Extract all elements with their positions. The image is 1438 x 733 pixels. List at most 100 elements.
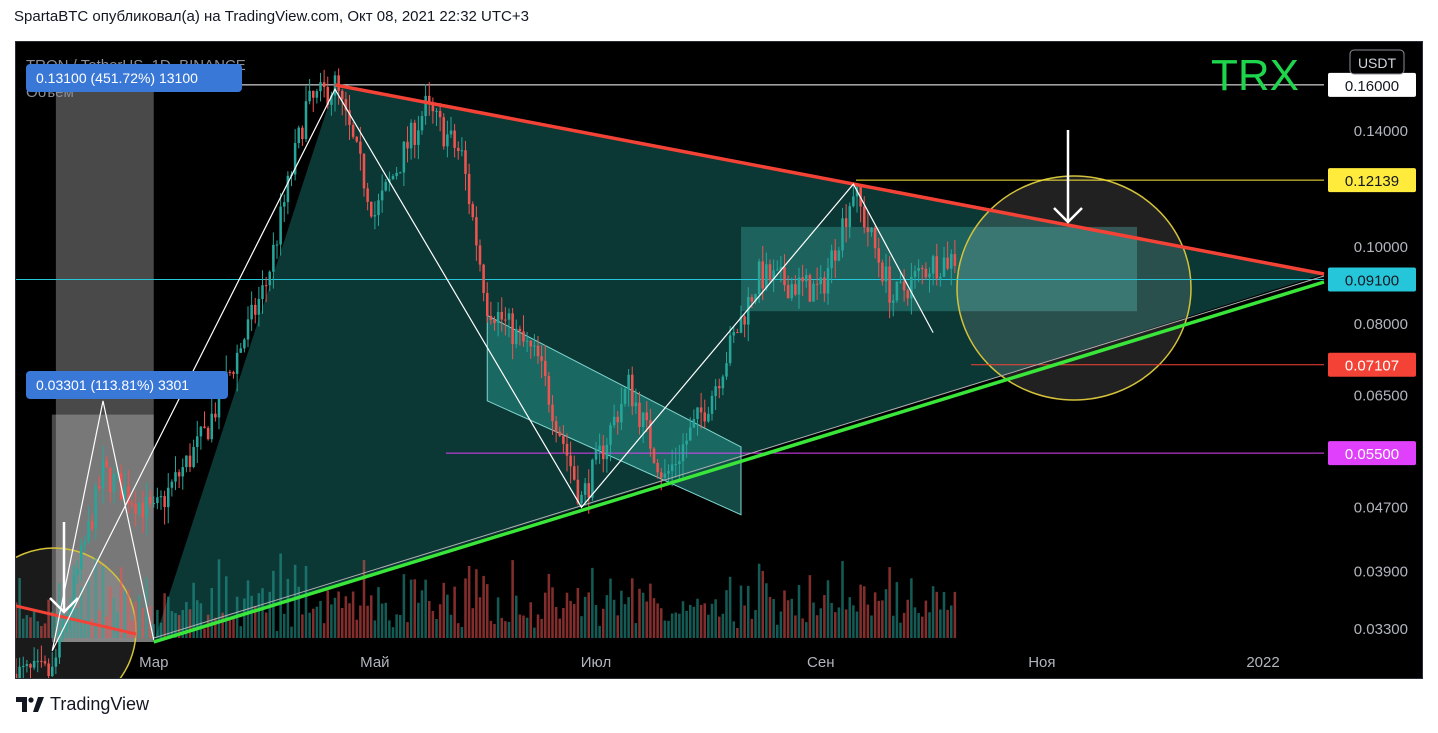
candle-body: [243, 339, 246, 349]
candle-body: [29, 664, 32, 668]
candle-body: [21, 665, 25, 667]
candle-body: [609, 425, 612, 445]
volume-bar: [424, 579, 427, 638]
candle-body: [163, 496, 166, 508]
volume-bar: [529, 602, 533, 638]
volume-bar: [736, 628, 739, 638]
measure-label-1: 0.03301 (113.81%) 3301: [36, 377, 189, 393]
candle-body: [36, 660, 40, 662]
x-tick-3: Сен: [807, 654, 834, 671]
candle-body: [40, 660, 43, 662]
volume-bar: [823, 595, 826, 638]
candle-body: [870, 227, 873, 233]
volume-bar: [380, 603, 384, 638]
candle-body: [380, 190, 384, 201]
candle-body: [500, 311, 504, 320]
candle-body: [656, 462, 659, 473]
volume-bar: [250, 595, 253, 638]
candle-body: [794, 284, 797, 295]
candle-body: [681, 444, 685, 462]
volume-bar: [87, 580, 90, 638]
volume-bar: [895, 582, 899, 638]
price-chart[interactable]: TRON / TetherUS, 1D, BINANCEОбъёмTRX0.13…: [16, 42, 1422, 678]
candle-body: [638, 402, 641, 427]
volume-bar: [536, 614, 540, 638]
volume-bar: [420, 590, 424, 638]
volume-bar: [435, 618, 438, 638]
range-box: [741, 226, 1137, 312]
candle-body: [206, 427, 210, 440]
candle-body: [504, 319, 507, 321]
volume-bar: [837, 607, 841, 638]
candle-body: [304, 101, 308, 140]
candle-body: [286, 175, 290, 203]
volume-bar: [322, 623, 326, 638]
volume-bar: [409, 579, 413, 638]
volume-bar: [453, 586, 456, 638]
volume-bar: [601, 608, 605, 638]
candle-body: [279, 206, 282, 245]
candle-body: [703, 412, 707, 422]
candle-body: [598, 445, 601, 450]
volume-bar: [717, 616, 721, 638]
volume-bar: [221, 612, 224, 638]
candle-body: [127, 486, 130, 504]
candle-body: [340, 90, 344, 100]
candle-body: [322, 82, 326, 88]
chart-area[interactable]: TRON / TetherUS, 1D, BINANCEОбъёмTRX0.13…: [15, 41, 1423, 679]
candle-body: [159, 496, 163, 498]
volume-bar: [319, 600, 322, 638]
volume-bar: [732, 621, 736, 638]
candle-body: [594, 449, 598, 460]
volume-bar: [293, 564, 297, 638]
volume-bar: [482, 575, 485, 638]
candle-body: [522, 331, 525, 342]
candle-body: [591, 459, 594, 498]
volume-bar: [478, 597, 482, 638]
candle-body: [475, 217, 478, 246]
x-tick-0: Мар: [139, 654, 168, 671]
candle-body: [844, 218, 848, 228]
candle-body: [391, 176, 395, 180]
volume-bar: [388, 620, 391, 638]
brand-footer[interactable]: TradingView: [16, 694, 149, 715]
volume-bar: [656, 603, 659, 638]
volume-layer: [16, 553, 957, 638]
candle-body: [98, 486, 101, 489]
volume-bar: [794, 615, 797, 638]
candle-body: [815, 283, 819, 285]
candle-body: [949, 254, 953, 269]
volume-bar: [373, 620, 377, 638]
volume-bar: [449, 614, 453, 638]
candle-body: [217, 384, 221, 418]
volume-bar: [946, 609, 949, 638]
candle-body: [90, 520, 94, 529]
volume-bar: [137, 594, 141, 638]
volume-bar: [931, 586, 935, 638]
volume-bar: [852, 605, 855, 638]
volume-bar: [939, 609, 942, 638]
volume-bar: [108, 586, 112, 638]
volume-bar: [891, 615, 895, 638]
volume-bar: [275, 631, 279, 638]
candle-body: [420, 116, 424, 131]
volume-bar: [612, 599, 616, 638]
volume-bar: [598, 625, 601, 638]
volume-bar: [507, 621, 511, 638]
candle-body: [185, 455, 188, 468]
candle-body: [685, 440, 688, 445]
candle-body: [195, 436, 199, 448]
candle-body: [493, 319, 496, 324]
candle-body: [786, 285, 790, 299]
volume-bar: [308, 612, 311, 638]
candle-body: [431, 102, 435, 112]
volume-bar: [583, 596, 587, 638]
volume-bar: [130, 620, 134, 638]
candle-body: [678, 461, 681, 464]
candle-body: [939, 276, 942, 279]
candle-body: [438, 110, 442, 118]
candle-body: [910, 276, 913, 299]
volume-bar: [141, 608, 145, 638]
volume-bar: [504, 621, 507, 638]
candle-body: [351, 124, 355, 137]
